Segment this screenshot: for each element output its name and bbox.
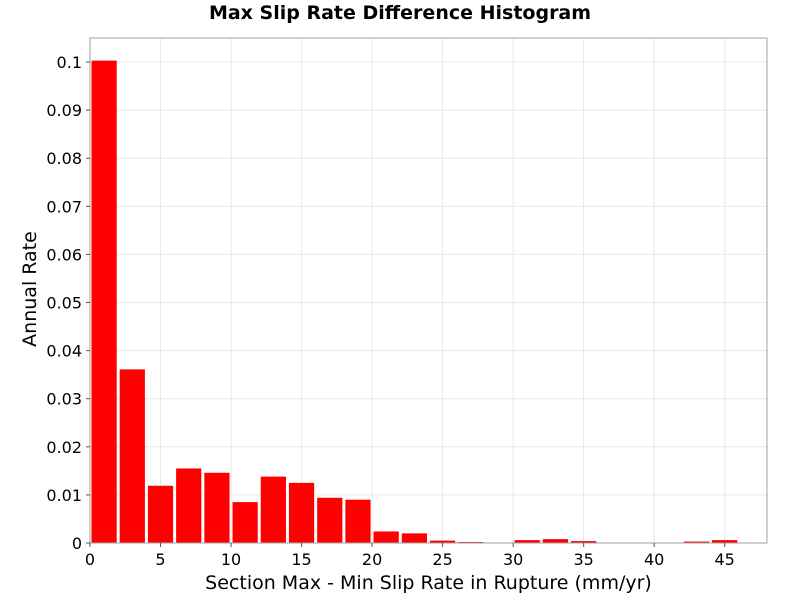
histogram-bar (542, 539, 569, 543)
x-tick-label: 10 (221, 550, 241, 569)
histogram-bar (683, 541, 710, 543)
y-tick-label: 0.05 (46, 294, 82, 313)
y-tick-label: 0.06 (46, 245, 82, 264)
y-tick-label: 0.07 (46, 197, 82, 216)
histogram-bar (373, 531, 399, 543)
histogram-bar (91, 60, 117, 543)
histogram-bar (119, 369, 145, 543)
y-tick-label: 0.04 (46, 342, 82, 361)
histogram-bar (430, 540, 456, 543)
plot-border (89, 37, 768, 544)
x-tick-label: 45 (715, 550, 735, 569)
chart-title: Max Slip Rate Difference Histogram (208, 2, 592, 24)
y-tick-label: 0.09 (46, 101, 82, 120)
histogram-bar (345, 499, 371, 543)
x-tick-label: 25 (432, 550, 452, 569)
x-tick-label: 5 (155, 550, 165, 569)
x-tick-label: 20 (362, 550, 382, 569)
y-tick-label: 0 (72, 534, 82, 553)
y-tick-label: 0.08 (46, 149, 82, 168)
y-tick-label: 0.02 (46, 438, 82, 457)
histogram-bar (401, 533, 427, 543)
x-axis-label: Section Max - Min Slip Rate in Rupture (… (205, 572, 652, 594)
histogram-bar (317, 497, 343, 543)
histogram-bar (514, 540, 540, 543)
y-axis-label: Annual Rate (19, 231, 41, 347)
histogram-bar (712, 540, 738, 543)
x-tick-label: 0 (85, 550, 95, 569)
histogram-bar (147, 485, 174, 543)
histogram-bar (288, 482, 315, 543)
y-tick-label: 0.1 (57, 53, 82, 72)
histogram-bar (204, 472, 230, 543)
x-tick-label: 35 (573, 550, 593, 569)
x-tick-label: 40 (644, 550, 664, 569)
y-tick-label: 0.01 (46, 486, 82, 505)
histogram-bar (176, 468, 202, 543)
histogram-bar (571, 541, 597, 543)
x-tick-label: 15 (291, 550, 311, 569)
x-tick-label: 30 (503, 550, 523, 569)
plot-area (90, 38, 767, 543)
histogram-bar (260, 476, 286, 543)
y-tick-label: 0.03 (46, 390, 82, 409)
histogram-bar (232, 502, 258, 543)
